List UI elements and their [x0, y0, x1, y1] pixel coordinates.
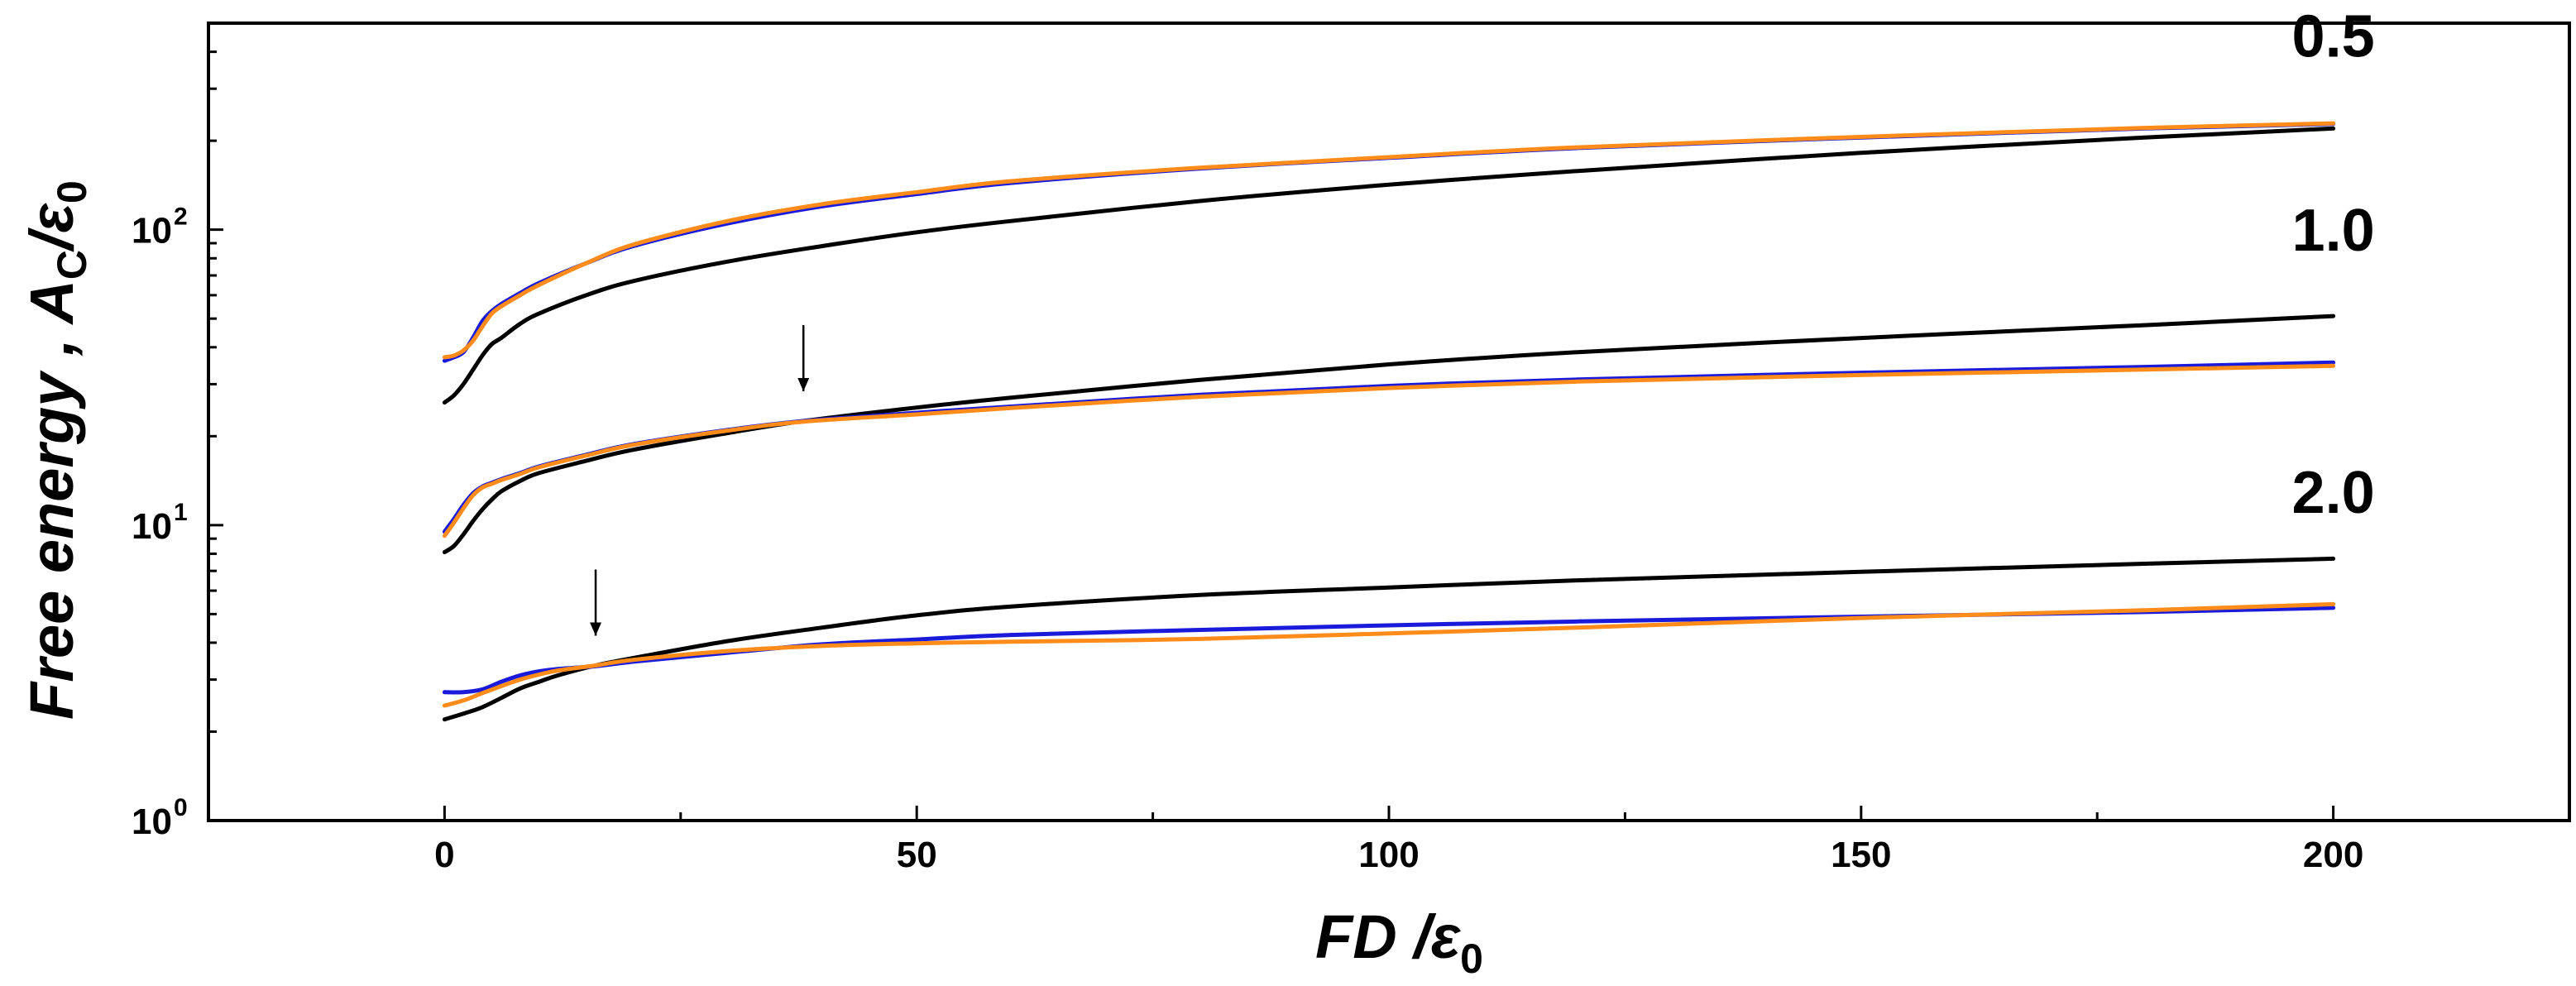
x-axis-title: FD /ε0	[1315, 902, 1483, 982]
x-tick-label: 200	[2303, 835, 2363, 875]
crossing-arrow-head	[797, 378, 810, 392]
series-line-1.0-black	[442, 314, 2336, 554]
arrows	[590, 325, 810, 636]
x-tick-label: 0	[434, 835, 454, 875]
curve-label: 0.5	[2292, 4, 2375, 70]
x-tick-label: 150	[1831, 835, 1891, 875]
y-tick-label: 10	[132, 802, 172, 842]
y-tick-exponent: 1	[174, 499, 188, 526]
curves	[442, 121, 2336, 722]
y-axis-title: Free energy , AC/ε0	[17, 180, 95, 720]
series-line-2.0-orange	[442, 601, 2336, 708]
crossing-arrow-head	[590, 622, 602, 636]
series-line-0.5-black	[442, 126, 2336, 405]
series-line-0.5-orange	[442, 121, 2336, 360]
x-tick-label: 100	[1358, 835, 1419, 875]
y-tick-exponent: 2	[174, 203, 188, 231]
curve-label: 1.0	[2292, 198, 2375, 264]
curve-label: 2.0	[2292, 460, 2375, 526]
series-line-1.0-orange	[442, 363, 2336, 538]
curve-labels: 0.5 1.0 2.0	[2292, 4, 2375, 526]
y-tick-exponent: 0	[174, 794, 188, 821]
series-line-0.5-blue	[442, 122, 2336, 363]
plot-frame	[207, 22, 2571, 822]
x-tick-label: 50	[897, 835, 937, 875]
y-tick-label: 10	[132, 211, 172, 251]
series-line-2.0-black	[442, 556, 2336, 722]
x-tick-labels: 0 50 100 150 200	[434, 835, 2363, 875]
y-tick-label: 10	[132, 506, 172, 547]
